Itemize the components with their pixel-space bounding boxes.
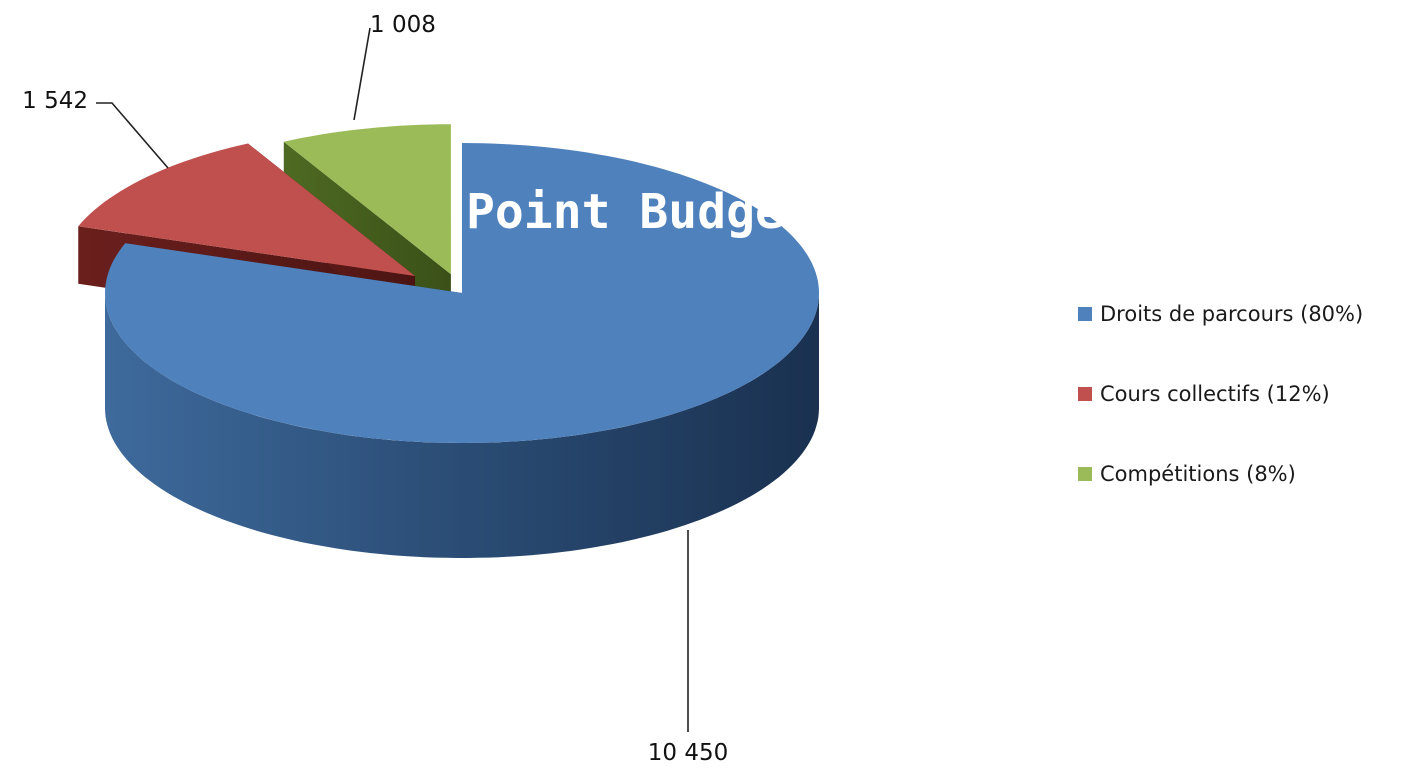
- legend-item-cours: Cours collectifs (12%): [1078, 380, 1363, 408]
- pie-slice-2: [283, 124, 451, 275]
- legend-label: Droits de parcours (80%): [1100, 302, 1364, 326]
- pie-slice-0: [105, 143, 819, 443]
- pie-slice-1: [78, 143, 416, 277]
- leader-line: [353, 27, 371, 121]
- legend: Droits de parcours (80%) Cours collectif…: [1078, 300, 1363, 540]
- chart-title: Point Budget: [466, 184, 813, 240]
- leader-line: [96, 102, 169, 169]
- legend-label: Cours collectifs (12%): [1100, 382, 1330, 406]
- legend-swatch-blue: [1078, 307, 1092, 321]
- legend-item-droits: Droits de parcours (80%): [1078, 300, 1363, 328]
- data-label: 1 542: [22, 88, 88, 114]
- slice-rim-0: [105, 293, 819, 558]
- legend-item-competitions: Compétitions (8%): [1078, 460, 1363, 488]
- legend-swatch-green: [1078, 467, 1092, 481]
- legend-swatch-red: [1078, 387, 1092, 401]
- data-label: 1 008: [370, 12, 436, 38]
- data-label: 10 450: [648, 740, 728, 766]
- legend-label: Compétitions (8%): [1100, 462, 1296, 486]
